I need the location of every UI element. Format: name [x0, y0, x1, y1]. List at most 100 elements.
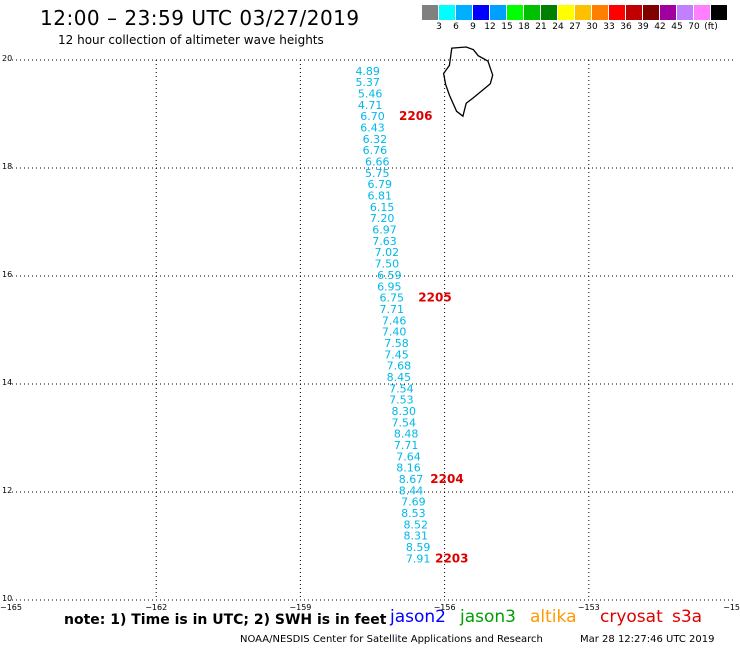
- legend-swatch: [524, 5, 540, 20]
- swh-data-label: 7.69: [401, 496, 426, 509]
- swh-data-label: 7.02: [375, 246, 400, 259]
- timestamp: Mar 28 12:27:46 UTC 2019: [580, 634, 715, 645]
- x-tick-label: −156: [434, 603, 456, 612]
- legend-swatch: [541, 5, 557, 20]
- legend-swatch: [575, 5, 591, 20]
- legend-label: 33: [603, 22, 615, 32]
- x-tick-label: −165: [0, 603, 22, 612]
- x-tick-label: −162: [145, 603, 167, 612]
- legend-label: 30: [586, 22, 598, 32]
- legend-label: 6: [453, 22, 459, 32]
- swh-data-label: 7.40: [382, 326, 407, 339]
- legend-label: 27: [569, 22, 581, 32]
- legend-label: 15: [501, 22, 513, 32]
- y-tick-label: 18: [2, 162, 12, 171]
- legend-label: 18: [518, 22, 530, 32]
- legend-label: 42: [654, 22, 666, 32]
- swh-data-label: 7.71: [394, 439, 419, 452]
- legend-label: 39: [637, 22, 649, 32]
- legend-label: 45: [671, 22, 683, 32]
- satellite-name: jason2: [390, 607, 446, 627]
- swh-data-label: 4.89: [355, 65, 380, 78]
- credit-line: NOAA/NESDIS Center for Satellite Applica…: [240, 634, 543, 645]
- legend-label: 21: [535, 22, 547, 32]
- swh-data-label: 5.75: [365, 167, 390, 180]
- legend-swatch: [507, 5, 523, 20]
- swh-data-label: 8.67: [399, 473, 424, 486]
- satellite-name: altika: [530, 607, 577, 627]
- swh-data-label: 8.45: [387, 371, 412, 384]
- legend-swatch: [626, 5, 642, 20]
- legend-swatch: [592, 5, 608, 20]
- satellite-name: cryosat: [600, 607, 663, 627]
- legend-swatch: [694, 5, 710, 20]
- legend-swatch: [473, 5, 489, 20]
- swh-data-label: 6.59: [377, 269, 402, 282]
- swh-data-label: 8.53: [401, 507, 426, 520]
- swh-data-label: 7.54: [391, 416, 416, 429]
- legend-label: 36: [620, 22, 632, 32]
- swh-data-label: 8.16: [396, 462, 421, 475]
- swh-data-label: 8.59: [406, 541, 431, 554]
- legend-swatch: [558, 5, 574, 20]
- swh-data-label: 8.30: [391, 405, 416, 418]
- y-tick-label: 10: [2, 594, 12, 603]
- legend-label: 12: [484, 22, 496, 32]
- swh-data-label: 7.91: [406, 552, 431, 565]
- swh-data-label: 7.58: [384, 337, 409, 350]
- legend-label: 9: [470, 22, 476, 32]
- legend-swatch: [490, 5, 506, 20]
- chart-subtitle: 12 hour collection of altimeter wave hei…: [58, 33, 324, 47]
- swh-data-label: 6.66: [365, 156, 390, 169]
- legend-swatch: [711, 5, 727, 20]
- swh-data-label: 8.44: [399, 484, 424, 497]
- swh-data-label: 7.46: [382, 314, 407, 327]
- swh-data-label: 5.37: [355, 76, 380, 89]
- legend-label: 24: [552, 22, 564, 32]
- swh-data-label: 6.32: [363, 133, 388, 146]
- swh-data-label: 6.79: [367, 178, 392, 191]
- island-coastline: [442, 46, 494, 118]
- track-label: 2203: [435, 551, 468, 565]
- legend-swatch: [609, 5, 625, 20]
- track-label: 2204: [430, 472, 463, 486]
- swh-data-label: 6.70: [360, 110, 385, 123]
- y-tick-label: 20: [2, 54, 12, 63]
- satellite-name: s3a: [672, 607, 703, 627]
- legend-swatch: [660, 5, 676, 20]
- swh-data-label: 6.43: [360, 122, 385, 135]
- legend-label: (ft): [704, 22, 718, 32]
- swh-data-label: 7.50: [375, 258, 400, 271]
- swh-data-label: 7.54: [389, 382, 414, 395]
- swh-data-label: 8.31: [404, 530, 429, 543]
- x-tick-label: −15: [723, 603, 740, 612]
- swh-data-label: 7.71: [379, 303, 404, 316]
- y-tick-label: 12: [2, 486, 12, 495]
- legend-swatch: [422, 5, 438, 20]
- legend-label: 70: [688, 22, 700, 32]
- chart-title: 12:00 – 23:59 UTC 03/27/2019: [40, 6, 360, 30]
- swh-data-label: 6.15: [370, 201, 395, 214]
- satellite-name: jason3: [460, 607, 516, 627]
- swh-data-label: 7.45: [384, 348, 409, 361]
- swh-data-label: 6.97: [372, 224, 397, 237]
- swh-data-label: 8.48: [394, 428, 419, 441]
- swh-data-label: 7.63: [372, 235, 397, 248]
- swh-data-label: 6.75: [379, 292, 404, 305]
- y-tick-label: 14: [2, 378, 12, 387]
- track-label: 2206: [399, 109, 432, 123]
- footer-note: note: 1) Time is in UTC; 2) SWH is in fe…: [64, 612, 387, 628]
- y-tick-label: 16: [2, 270, 12, 279]
- legend-swatch: [643, 5, 659, 20]
- swh-data-label: 7.20: [370, 212, 395, 225]
- swh-data-label: 5.46: [358, 87, 383, 100]
- swh-data-label: 8.52: [404, 518, 429, 531]
- x-tick-label: −153: [578, 603, 600, 612]
- swh-data-label: 7.53: [389, 394, 414, 407]
- x-tick-label: −159: [289, 603, 311, 612]
- track-label: 2205: [418, 291, 451, 305]
- legend-swatch: [456, 5, 472, 20]
- swh-data-label: 7.68: [387, 360, 412, 373]
- swh-data-label: 4.71: [358, 99, 383, 112]
